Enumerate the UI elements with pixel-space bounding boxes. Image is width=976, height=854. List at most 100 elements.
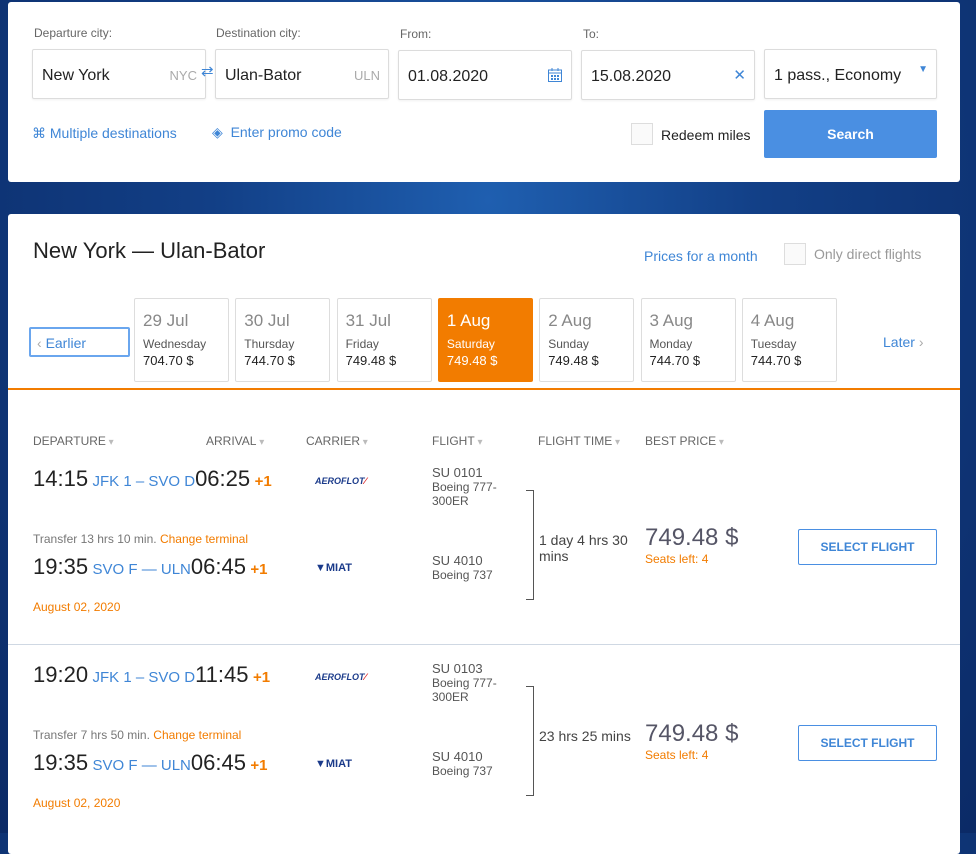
date-tab[interactable]: 31 Jul Friday 749.48 $ — [336, 298, 432, 382]
day-price: 749.48 $ — [345, 353, 397, 368]
direct-flights-checkbox[interactable] — [784, 243, 806, 265]
column-header[interactable]: DEPARTURE — [33, 434, 114, 448]
leg-times: 19:35 SVO F — ULN06:45 +1 — [33, 750, 268, 776]
day-price: 749.48 $ — [548, 353, 599, 368]
aircraft: Boeing 737 — [432, 568, 493, 582]
date: 1 Aug — [446, 311, 491, 330]
from-value: 01.08.2020 — [408, 68, 489, 85]
price: 749.48 $ — [645, 720, 739, 747]
transfer-info: Transfer 7 hrs 50 min. Change terminal — [33, 728, 241, 742]
destination-label: Destination city: — [216, 26, 301, 40]
passengers-select[interactable]: 1 pass., Economy ▼ — [764, 49, 937, 99]
swap-icon[interactable]: ⇄ — [201, 63, 214, 80]
day-price: 704.70 $ — [143, 353, 194, 368]
flight-row: 19:20 JFK 1 – SVO D11:45 +1 AEROFLOT⁄ SU 0… — [8, 648, 960, 844]
change-terminal-note: Change terminal — [153, 728, 242, 742]
day-price: 744.70 $ — [750, 353, 802, 368]
weekday: Wednesday — [143, 337, 207, 351]
flight-number: SU 0101 — [432, 465, 483, 480]
day-price: 749.48 $ — [446, 353, 498, 368]
caret-down-icon: ▼ — [918, 64, 928, 75]
aeroflot-logo: AEROFLOT⁄ — [315, 476, 367, 486]
day-price: 744.70 $ — [244, 353, 295, 368]
date-tab[interactable]: 2 Aug Sunday 749.48 $ — [539, 298, 635, 382]
bracket — [526, 686, 534, 796]
destination-city-input[interactable]: Ulan-Bator ULN — [215, 49, 389, 99]
earlier-button[interactable]: ‹ Earlier — [29, 327, 130, 357]
aeroflot-logo: AEROFLOT⁄ — [315, 672, 367, 682]
from-label: From: — [400, 27, 432, 41]
flight-info: SU 0103 Boeing 777-300ER — [432, 661, 512, 705]
column-header[interactable]: BEST PRICE — [645, 434, 724, 448]
next-day: +1 — [254, 473, 272, 490]
departure-city-input[interactable]: New York NYC — [32, 49, 206, 99]
transfer-duration: Transfer 13 hrs 10 min. — [33, 532, 157, 546]
route[interactable]: SVO F — ULN — [92, 561, 191, 578]
passengers-value: 1 pass., Economy — [774, 67, 902, 84]
select-flight-button[interactable]: SELECT FLIGHT — [798, 725, 937, 761]
destination-code: ULN — [353, 68, 380, 83]
miat-logo: ▼MIAT — [315, 758, 352, 770]
aircraft: Boeing 737 — [432, 764, 493, 778]
leg-times: 19:20 JFK 1 – SVO D11:45 +1 — [33, 662, 270, 688]
next-day: +1 — [250, 757, 268, 774]
column-header[interactable]: FLIGHT TIME — [538, 434, 620, 448]
weekday: Friday — [345, 337, 379, 351]
redeem-miles-checkbox[interactable] — [631, 123, 653, 145]
date: 2 Aug — [548, 311, 592, 330]
date: 30 Jul — [244, 311, 290, 330]
clear-icon[interactable]: ✕ — [733, 67, 746, 84]
flight-number: SU 4010 — [432, 553, 483, 568]
date: 3 Aug — [649, 311, 694, 330]
date-tab[interactable]: 29 Jul Wednesday 704.70 $ — [134, 298, 229, 382]
promo-code-link[interactable]: ◈ Enter promo code — [212, 124, 342, 141]
arrival-date: August 02, 2020 — [33, 600, 121, 614]
divider — [8, 388, 960, 390]
multiple-destinations-label: Multiple destinations — [49, 125, 177, 141]
route[interactable]: JFK 1 – SVO D — [92, 669, 196, 686]
flight-duration: 1 day 4 hrs 30 mins — [539, 532, 628, 564]
route[interactable]: JFK 1 – SVO D — [92, 473, 196, 490]
chevron-left-icon: ‹ — [37, 335, 42, 351]
arrival-time: 06:25 — [195, 466, 251, 491]
next-day: +1 — [250, 561, 268, 578]
multiple-destinations-link[interactable]: ⌘ Multiple destinations — [32, 125, 177, 142]
to-date-input[interactable]: 15.08.2020 ✕ — [581, 50, 755, 100]
date: 29 Jul — [143, 311, 189, 330]
prices-for-month-link[interactable]: Prices for a month — [644, 248, 758, 264]
weekday: Saturday — [446, 337, 495, 351]
column-header[interactable]: CARRIER — [306, 434, 368, 448]
date-tab[interactable]: 30 Jul Thursday 744.70 $ — [235, 298, 331, 382]
flight-number: SU 4010 — [432, 749, 483, 764]
chevron-right-icon: › — [918, 334, 924, 350]
calendar-icon[interactable] — [547, 67, 563, 83]
later-button[interactable]: Later › — [883, 334, 923, 350]
to-label: To: — [583, 27, 600, 41]
flight-info: SU 4010 Boeing 737 — [432, 553, 512, 583]
date-tab[interactable]: 3 Aug Monday 744.70 $ — [640, 298, 736, 382]
from-date-input[interactable]: 01.08.2020 — [398, 50, 572, 100]
leg-times: 14:15 JFK 1 – SVO D06:25 +1 — [33, 466, 272, 492]
departure-time: 19:20 — [33, 662, 89, 687]
select-flight-button[interactable]: SELECT FLIGHT — [798, 529, 937, 565]
price: 749.48 $ — [645, 524, 739, 551]
destination-value: Ulan-Bator — [225, 67, 302, 84]
flight-row: 14:15 JFK 1 – SVO D06:25 +1 AEROFLOT⁄ SU 0… — [8, 452, 960, 648]
weekday: Sunday — [548, 337, 589, 351]
search-button[interactable]: Search — [764, 110, 937, 158]
date-tab[interactable]: 4 Aug Tuesday 744.70 $ — [741, 298, 837, 382]
redeem-miles-label: Redeem miles — [661, 127, 751, 143]
row-divider — [8, 644, 960, 645]
date-tab[interactable]: 1 Aug Saturday 749.48 $ — [437, 298, 533, 382]
flight-duration: 23 hrs 25 mins — [539, 728, 631, 744]
column-header[interactable]: ARRIVAL — [206, 434, 264, 448]
flight-number: SU 0103 — [432, 661, 483, 676]
departure-time: 19:35 — [33, 750, 89, 775]
arrival-date: August 02, 2020 — [33, 796, 121, 810]
column-header[interactable]: FLIGHT — [432, 434, 482, 448]
route[interactable]: SVO F — ULN — [92, 757, 191, 774]
flight-info: SU 4010 Boeing 737 — [432, 749, 512, 779]
next-day: +1 — [252, 669, 271, 686]
seats-left: Seats left: 4 — [645, 552, 709, 566]
leg-times: 19:35 SVO F — ULN06:45 +1 — [33, 554, 268, 580]
